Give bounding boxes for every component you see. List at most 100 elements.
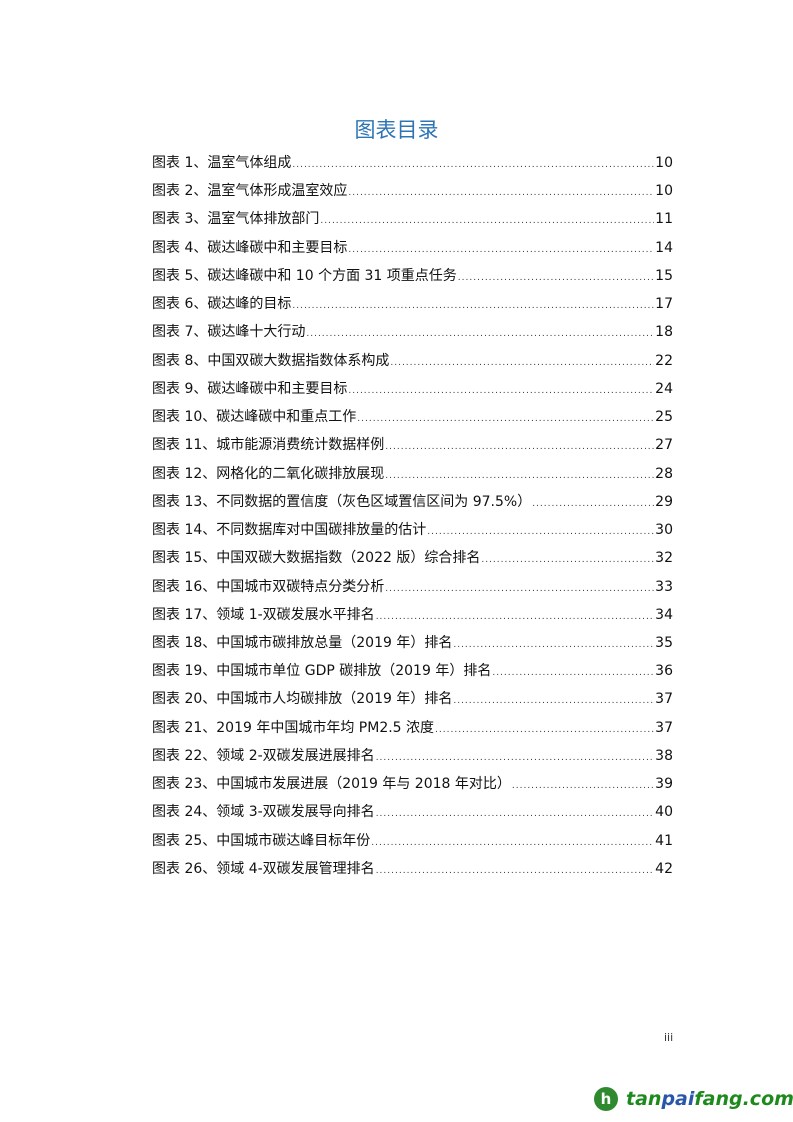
toc-entry-page: 41 <box>655 832 673 849</box>
toc-entry[interactable]: 图表 8、中国双碳大数据指数体系构成 22 <box>152 350 673 378</box>
toc-entry[interactable]: 图表 22、领域 2-双碳发展进展排名 38 <box>152 745 673 773</box>
dot-leader <box>512 781 654 791</box>
toc-entry-label: 图表 6、碳达峰的目标 <box>152 296 292 313</box>
toc-entry-label: 图表 17、领域 1-双碳发展水平排名 <box>152 606 375 623</box>
toc-entry-label: 图表 12、网格化的二氧化碳排放展现 <box>152 465 385 482</box>
toc-entry-page: 32 <box>655 550 673 567</box>
toc-entry-label: 图表 14、不同数据库对中国碳排放量的估计 <box>152 522 427 539</box>
toc-entry[interactable]: 图表 12、网格化的二氧化碳排放展现 28 <box>152 463 673 491</box>
toc-entry-page: 39 <box>655 776 673 793</box>
toc-entry[interactable]: 图表 6、碳达峰的目标 17 <box>152 293 673 321</box>
toc-entry-label: 图表 25、中国城市碳达峰目标年份 <box>152 832 371 849</box>
toc-entry-page: 33 <box>655 578 673 595</box>
toc-entry-page: 24 <box>655 380 673 397</box>
toc-entry[interactable]: 图表 5、碳达峰碳中和 10 个方面 31 项重点任务 15 <box>152 265 673 293</box>
toc-entry-page: 28 <box>655 465 673 482</box>
toc-entry[interactable]: 图表 24、领域 3-双碳发展导向排名 40 <box>152 801 673 829</box>
toc-entry-label: 图表 19、中国城市单位 GDP 碳排放（2019 年）排名 <box>152 663 492 680</box>
toc-entry-label: 图表 4、碳达峰碳中和主要目标 <box>152 239 348 256</box>
toc-entry-label: 图表 9、碳达峰碳中和主要目标 <box>152 380 348 397</box>
toc-entry-page: 11 <box>655 211 673 228</box>
toc-entry-page: 37 <box>655 719 673 736</box>
toc-entry[interactable]: 图表 18、中国城市碳排放总量（2019 年）排名 35 <box>152 632 673 660</box>
toc-entry-label: 图表 20、中国城市人均碳排放（2019 年）排名 <box>152 691 453 708</box>
dot-leader <box>348 386 654 396</box>
toc-entry-page: 25 <box>655 409 673 426</box>
toc-entry-page: 34 <box>655 606 673 623</box>
dot-leader <box>385 584 654 594</box>
toc-entry-label: 图表 1、温室气体组成 <box>152 155 292 171</box>
toc-entry[interactable]: 图表 9、碳达峰碳中和主要目标 24 <box>152 378 673 406</box>
dot-leader <box>376 809 654 819</box>
toc-entry[interactable]: 图表 4、碳达峰碳中和主要目标 14 <box>152 237 673 265</box>
dot-leader <box>348 245 654 255</box>
toc-entry[interactable]: 图表 15、中国双碳大数据指数（2022 版）综合排名 32 <box>152 547 673 575</box>
toc-entry-page: 18 <box>655 324 673 341</box>
toc-entry-label: 图表 10、碳达峰碳中和重点工作 <box>152 409 357 426</box>
toc-entry-label: 图表 24、领域 3-双碳发展导向排名 <box>152 804 375 821</box>
toc-entry-page: 42 <box>655 860 673 877</box>
toc-entry-label: 图表 26、领域 4-双碳发展管理排名 <box>152 860 375 877</box>
toc-entry-label: 图表 22、领域 2-双碳发展进展排名 <box>152 747 375 764</box>
dot-leader <box>532 499 654 509</box>
dot-leader <box>376 866 654 876</box>
toc-entry[interactable]: 图表 7、碳达峰十大行动 18 <box>152 321 673 349</box>
dot-leader <box>492 668 654 678</box>
toc-entry[interactable]: 图表 3、温室气体排放部门 11 <box>152 208 673 236</box>
dot-leader <box>348 188 654 198</box>
toc-entry[interactable]: 图表 2、温室气体形成温室效应 10 <box>152 180 673 208</box>
toc-entry-label: 图表 21、2019 年中国城市年均 PM2.5 浓度 <box>152 719 435 736</box>
toc-entry-page: 22 <box>655 352 673 369</box>
dot-leader <box>357 414 654 424</box>
toc-entry-page: 36 <box>655 663 673 680</box>
toc-entry-page: 10 <box>655 183 673 200</box>
toc-entry-page: 30 <box>655 522 673 539</box>
toc-entry-label: 图表 7、碳达峰十大行动 <box>152 324 306 341</box>
toc-entry[interactable]: 图表 26、领域 4-双碳发展管理排名 42 <box>152 858 673 886</box>
dot-leader <box>458 273 654 283</box>
toc-entry[interactable]: 图表 10、碳达峰碳中和重点工作 25 <box>152 406 673 434</box>
toc-entry-label: 图表 13、不同数据的置信度（灰色区域置信区间为 97.5%） <box>152 493 532 510</box>
toc-entry-page: 14 <box>655 239 673 256</box>
toc-entry[interactable]: 图表 14、不同数据库对中国碳排放量的估计 30 <box>152 519 673 547</box>
logo-text-part: tan <box>626 1088 662 1110</box>
toc-entry-label: 图表 16、中国城市双碳特点分类分析 <box>152 578 385 595</box>
toc-entry-page: 27 <box>655 437 673 454</box>
toc-entry[interactable]: 图表 19、中国城市单位 GDP 碳排放（2019 年）排名 36 <box>152 660 673 688</box>
dot-leader <box>371 838 654 848</box>
toc-entry-label: 图表 3、温室气体排放部门 <box>152 211 320 228</box>
toc-entry-label: 图表 2、温室气体形成温室效应 <box>152 183 348 200</box>
toc-entry-label: 图表 23、中国城市发展进展（2019 年与 2018 年对比） <box>152 776 511 793</box>
toc-entry-page: 17 <box>655 296 673 313</box>
toc-entry-label: 图表 15、中国双碳大数据指数（2022 版）综合排名 <box>152 550 481 567</box>
toc-entry-page: 37 <box>655 691 673 708</box>
logo-text: tanpaifang.com <box>626 1088 793 1110</box>
toc-entry[interactable]: 图表 25、中国城市碳达峰目标年份 41 <box>152 830 673 858</box>
dot-leader <box>390 358 654 368</box>
toc-title: 图表目录 <box>354 118 439 142</box>
dot-leader <box>453 640 654 650</box>
toc-entry[interactable]: 图表 20、中国城市人均碳排放（2019 年）排名 37 <box>152 688 673 716</box>
toc-entry-label: 图表 18、中国城市碳排放总量（2019 年）排名 <box>152 634 453 651</box>
toc-entry-page: 38 <box>655 747 673 764</box>
table-of-figures: 图表 1、温室气体组成 10 图表 2、温室气体形成温室效应 10 图表 3、温室气体排… <box>152 152 673 886</box>
toc-entry[interactable]: 图表 16、中国城市双碳特点分类分析 33 <box>152 576 673 604</box>
toc-entry-page: 10 <box>655 155 673 171</box>
dot-leader <box>306 329 654 339</box>
toc-entry-page: 40 <box>655 804 673 821</box>
dot-leader <box>320 216 654 226</box>
logo-text-part: fang.com <box>694 1088 793 1110</box>
toc-entry[interactable]: 图表 1、温室气体组成 10 <box>152 152 673 180</box>
dot-leader <box>385 471 654 481</box>
logo-text-part: pai <box>661 1088 695 1110</box>
toc-entry[interactable]: 图表 13、不同数据的置信度（灰色区域置信区间为 97.5%） 29 <box>152 491 673 519</box>
toc-entry-label: 图表 5、碳达峰碳中和 10 个方面 31 项重点任务 <box>152 267 457 284</box>
tanpaifang-logo: h tanpaifang.com <box>594 1087 793 1111</box>
toc-entry[interactable]: 图表 17、领域 1-双碳发展水平排名 34 <box>152 604 673 632</box>
toc-entry[interactable]: 图表 21、2019 年中国城市年均 PM2.5 浓度 37 <box>152 717 673 745</box>
toc-entry[interactable]: 图表 11、城市能源消费统计数据样例 27 <box>152 434 673 462</box>
dot-leader <box>385 442 654 452</box>
toc-entry[interactable]: 图表 23、中国城市发展进展（2019 年与 2018 年对比） 39 <box>152 773 673 801</box>
dot-leader <box>376 753 654 763</box>
dot-leader <box>376 612 654 622</box>
